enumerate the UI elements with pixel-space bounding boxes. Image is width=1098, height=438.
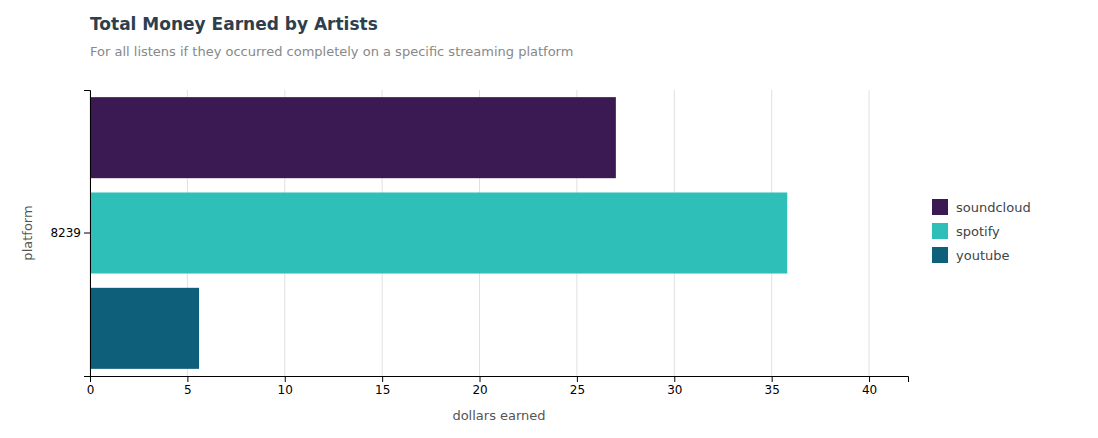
x-tick-label: 25: [570, 383, 585, 397]
legend-label: youtube: [956, 248, 1009, 263]
plot: 0 5 10 15 20 25 30 35 40 8239: [50, 90, 908, 397]
bar: [90, 192, 787, 273]
x-axis: 0 5 10 15 20 25 30 35 40: [87, 376, 909, 397]
bar: [90, 97, 616, 178]
x-tick-mark: [285, 376, 286, 382]
x-tick-label: 0: [87, 383, 95, 397]
x-tick-mark: [869, 376, 870, 382]
legend-swatch: [932, 223, 948, 239]
x-tick-label: 30: [667, 383, 682, 397]
y-tick: 8239: [50, 226, 90, 240]
legend-item: youtube: [932, 247, 1009, 263]
x-tick-mark: [187, 376, 188, 382]
x-tick: 25: [570, 376, 585, 397]
subtitle: For all listens if they occurred complet…: [90, 44, 573, 59]
grid-line: [869, 90, 870, 376]
x-tick: 10: [278, 376, 293, 397]
x-axis-title: dollars earned: [452, 408, 545, 423]
x-tick: 0: [87, 376, 95, 397]
bar: [90, 288, 199, 369]
legend-item: spotify: [932, 223, 1000, 239]
y-tick-label: 8239: [50, 226, 81, 240]
chart: Total Money Earned by Artists For all lis…: [0, 0, 1098, 438]
x-tick-mark: [772, 376, 773, 382]
bars: [90, 97, 787, 369]
x-tick-mark: [674, 376, 675, 382]
x-axis-line: [91, 377, 909, 383]
x-tick-label: 20: [472, 383, 487, 397]
x-tick: 20: [472, 376, 487, 397]
title: Total Money Earned by Artists: [90, 14, 378, 34]
y-axis-title: platform: [20, 205, 35, 260]
x-tick-label: 5: [184, 383, 192, 397]
x-tick: 30: [667, 376, 682, 397]
x-tick-mark: [382, 376, 383, 382]
x-tick-label: 40: [862, 383, 877, 397]
legend-item: soundcloud: [932, 199, 1031, 215]
grid: [90, 90, 869, 376]
legend-label: soundcloud: [956, 200, 1031, 215]
legend-swatch: [932, 247, 948, 263]
legend-label: spotify: [956, 224, 1000, 239]
x-tick-label: 35: [765, 383, 780, 397]
x-tick-mark: [480, 376, 481, 382]
legend-swatch: [932, 199, 948, 215]
x-tick-label: 10: [278, 383, 293, 397]
x-tick: 5: [184, 376, 192, 397]
x-tick: 15: [375, 376, 390, 397]
legend: soundcloud spotify youtube: [932, 199, 1031, 263]
x-tick: 40: [862, 376, 877, 397]
y-axis: 8239: [50, 91, 90, 377]
x-tick: 35: [765, 376, 780, 397]
y-tick-mark: [84, 233, 90, 234]
y-axis-line: [84, 91, 91, 377]
x-tick-label: 15: [375, 383, 390, 397]
x-tick-mark: [577, 376, 578, 382]
